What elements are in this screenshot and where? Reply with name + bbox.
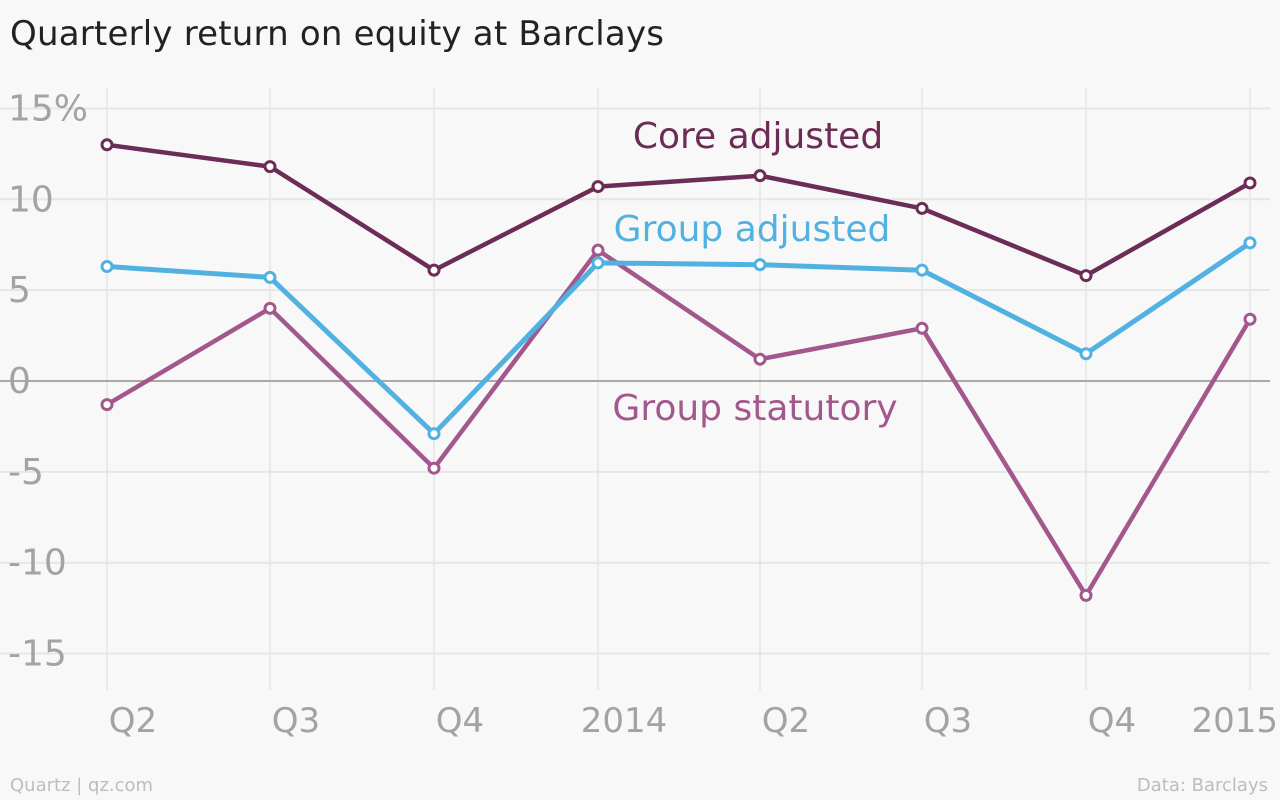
y-tick-label: 15% — [8, 88, 88, 129]
x-tick-label: Q3 — [272, 701, 320, 741]
group-statutory-point — [753, 352, 767, 366]
group-statutory-point — [100, 398, 114, 412]
core-adjusted-point — [753, 169, 767, 183]
core-adjusted-point — [591, 180, 605, 194]
core-adjusted-point — [915, 201, 929, 215]
group-adjusted-point — [263, 270, 277, 284]
group-adjusted-point — [591, 256, 605, 270]
group-statutory-line — [105, 247, 1252, 598]
series-lines — [100, 138, 1257, 602]
y-axis-ticks: 15% 10 5 0 -5 -10 -15 — [8, 88, 88, 674]
x-tick-label: 2014 — [581, 701, 668, 741]
y-tick-label: -10 — [8, 543, 67, 584]
group-statutory-point — [427, 461, 441, 475]
y-tick-label: 10 — [8, 179, 54, 220]
group-adjusted-line — [106, 240, 1252, 437]
group-adjusted-point — [100, 260, 114, 274]
group-adjusted-point — [427, 427, 441, 441]
source-text: Data: Barclays — [1136, 775, 1268, 796]
group-adjusted-point — [1243, 236, 1257, 250]
group-statutory-point — [263, 301, 277, 315]
y-tick-label: -15 — [8, 634, 67, 675]
x-tick-label: Q2 — [109, 701, 157, 741]
credit-text: Quartz | qz.com — [10, 775, 154, 796]
series-labels: Core adjusted Group adjusted Group statuto… — [612, 116, 897, 429]
y-tick-label: 5 — [8, 270, 31, 311]
group-statutory-point — [1243, 312, 1257, 326]
group-adjusted-label: Group adjusted — [614, 209, 891, 250]
x-tick-label: Q2 — [762, 701, 810, 741]
x-tick-label: Q3 — [924, 701, 972, 741]
group-adjusted-point — [1079, 347, 1093, 361]
group-statutory-label: Group statutory — [612, 388, 897, 429]
core-adjusted-point — [1079, 269, 1093, 283]
core-adjusted-point — [263, 160, 277, 174]
group-statutory-point — [915, 321, 929, 335]
core-adjusted-point — [1243, 176, 1257, 190]
y-tick-label: -5 — [8, 452, 44, 493]
core-adjusted-point — [100, 138, 114, 152]
core-adjusted-point — [427, 263, 441, 277]
x-tick-label: 2015 — [1191, 701, 1278, 741]
x-tick-label: Q4 — [436, 701, 484, 741]
y-tick-label: 0 — [8, 361, 31, 402]
core-adjusted-line — [106, 142, 1252, 278]
x-axis-ticks: Q2 Q3 Q4 2014 Q2 Q3 Q4 2015 — [109, 701, 1278, 741]
core-adjusted-label: Core adjusted — [633, 116, 883, 157]
chart-title: Quarterly return on equity at Barclays — [10, 14, 665, 54]
group-statutory-point — [1079, 588, 1093, 602]
group-statutory-point — [591, 243, 605, 257]
x-tick-label: Q4 — [1088, 701, 1136, 741]
group-adjusted-point — [753, 258, 767, 272]
group-adjusted-point — [915, 263, 929, 277]
